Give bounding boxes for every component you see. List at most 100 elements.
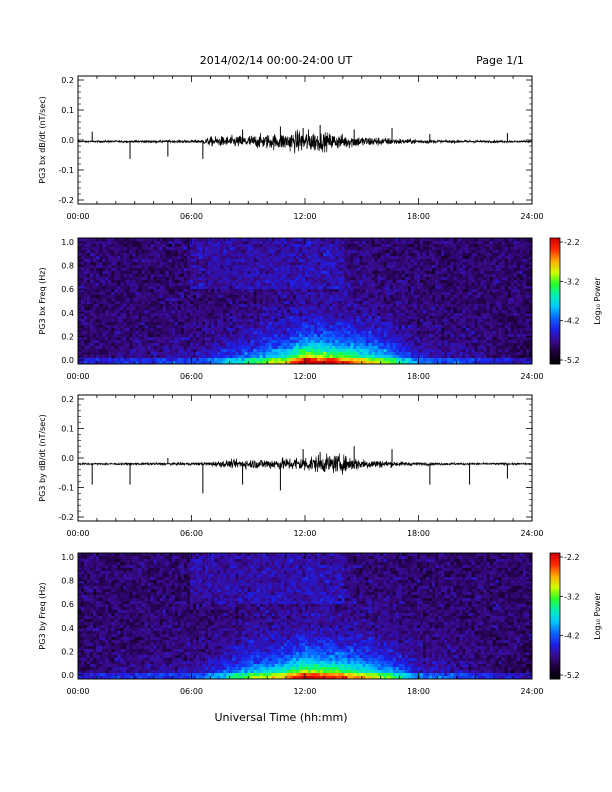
bx-spectrogram-cell <box>156 280 161 284</box>
bx-spectrogram-cell <box>386 310 391 314</box>
bx-spectrogram-cell <box>341 241 345 245</box>
bx-spectrogram-cell <box>413 307 418 311</box>
bx-spectrogram-cell <box>174 256 179 260</box>
bx-spectrogram-cell <box>423 346 427 350</box>
bx-spectrogram-cell <box>129 352 133 356</box>
bx-spectrogram-cell <box>117 343 121 347</box>
bx-spectrogram-cell <box>223 292 227 296</box>
bx-spectrogram-cell <box>401 250 406 254</box>
bx-spectrogram-cell <box>162 238 167 242</box>
bx-spectrogram-cell <box>374 259 378 263</box>
bx-spectrogram-cell <box>126 250 130 254</box>
bx-spectrogram-cell <box>356 316 360 320</box>
bx-spectrogram-cell <box>383 286 388 290</box>
bx-spectrogram-cell <box>253 340 257 344</box>
bx-spectrogram-cell <box>174 238 179 242</box>
bx-spectrogram-cell <box>90 295 94 299</box>
bx-spectrogram-cell <box>189 328 194 332</box>
bx-spectrogram-cell <box>135 292 139 296</box>
bx-spectrogram-cell <box>138 352 142 356</box>
bx-spectrogram-cell <box>229 343 233 347</box>
bx-spectrogram-cell <box>265 337 269 341</box>
bx-spectrogram-cell <box>420 304 424 308</box>
bx-spectrogram-cell <box>377 310 381 314</box>
bx-spectrogram-cell <box>305 310 309 314</box>
bx-spectrogram-cell <box>423 340 427 344</box>
bx-spectrogram-cell <box>329 319 333 323</box>
bx-spectrogram-cell <box>280 277 285 281</box>
bx-spectrogram-cell <box>99 352 103 356</box>
bx-spectrogram-cell <box>120 361 124 365</box>
bx-spectrogram-cell <box>250 262 254 266</box>
bx-spectrogram-cell <box>138 274 142 278</box>
bx-spectrogram-cell <box>338 328 342 332</box>
bx-spectrogram-cell <box>362 247 366 251</box>
bx-spectrogram-cell <box>350 283 354 287</box>
bx-spectrogram-cell <box>135 307 139 311</box>
bx-spectrogram-cell <box>147 241 151 245</box>
bx-spectrogram-cell <box>99 331 103 335</box>
bx-spectrogram-cell <box>359 313 363 317</box>
bx-spectrogram-cell <box>250 253 254 257</box>
bx-spectrogram-cell <box>138 292 142 296</box>
bx-spectrogram-cell <box>277 355 282 359</box>
bx-spectrogram-cell <box>308 259 312 263</box>
bx-spectrogram-cell <box>102 316 106 320</box>
bx-spectrogram-cell <box>362 289 366 293</box>
bx-spectrogram-cell <box>416 247 421 251</box>
bx-spectrogram-cell <box>298 328 303 332</box>
bx-spectrogram-cell <box>341 331 345 335</box>
bx-spectrogram-cell <box>389 295 394 299</box>
bx-spectrogram-cell <box>117 274 121 278</box>
bx-spectrogram-cell <box>295 298 300 302</box>
bx-spectrogram-cell <box>105 322 109 326</box>
bx-spectrogram-cell <box>211 334 215 338</box>
bx-spectrogram-cell <box>120 265 124 269</box>
bx-spectrogram-cell <box>196 301 200 305</box>
bx-spectrogram-cell <box>147 253 151 257</box>
bx-spectrogram-cell <box>383 322 388 326</box>
bx-spectrogram-cell <box>353 289 357 293</box>
bx-spectrogram-cell <box>401 352 406 356</box>
bx-spectrogram-cell <box>123 349 127 353</box>
bx-spectrogram-cell <box>286 325 291 329</box>
bx-spectrogram-cell <box>217 253 221 257</box>
bx-spectrogram-cell <box>93 286 97 290</box>
bx-spectrogram-cell <box>295 283 300 287</box>
bx-spectrogram-cell <box>84 286 88 290</box>
bx-spectrogram-cell <box>389 238 394 242</box>
bx-spectrogram-cell <box>247 241 251 245</box>
bx-spectrogram-cell <box>120 283 124 287</box>
bx-spectrogram-cell <box>320 343 324 347</box>
bx-spectrogram-cell <box>280 268 285 272</box>
bx-spectrogram-cell <box>250 286 254 290</box>
bx-spectrogram-cell <box>108 319 112 323</box>
bx-spectrogram-cell <box>341 355 345 359</box>
bx-spectrogram-cell <box>102 313 106 317</box>
bx-spectrogram-cell <box>217 256 221 260</box>
bx-spectrogram-cell <box>226 238 230 242</box>
bx-spectrogram-cell <box>217 262 221 266</box>
bx-spectrogram-cell <box>235 310 239 314</box>
bx-spectrogram-cell <box>78 295 82 299</box>
bx-spectrogram-cell <box>150 352 154 356</box>
bx-spectrogram-cell <box>286 301 291 305</box>
bx-spectrogram-cell <box>371 265 375 269</box>
bx-spectrogram-cell <box>129 271 133 275</box>
bx-spectrogram-cell <box>277 286 282 290</box>
bx-spectrogram-cell <box>223 304 227 308</box>
bx-spectrogram-cell <box>93 319 97 323</box>
bx-spectrogram-cell <box>105 304 109 308</box>
bx-spectrogram-cell <box>383 331 388 335</box>
bx-spectrogram-cell <box>162 256 167 260</box>
bx-spectrogram-cell <box>329 346 333 350</box>
bx-spectrogram-cell <box>208 253 212 257</box>
bx-spectrogram-cell <box>138 340 142 344</box>
bx-spectrogram-cell <box>356 307 360 311</box>
bx-spectrogram-cell <box>202 280 206 284</box>
bx-spectrogram-cell <box>174 295 179 299</box>
bx-spectrogram-cell <box>420 268 424 272</box>
bx-spectrogram-cell <box>90 289 94 293</box>
bx-spectrogram-cell <box>171 289 176 293</box>
bx-spectrogram-cell <box>111 331 115 335</box>
